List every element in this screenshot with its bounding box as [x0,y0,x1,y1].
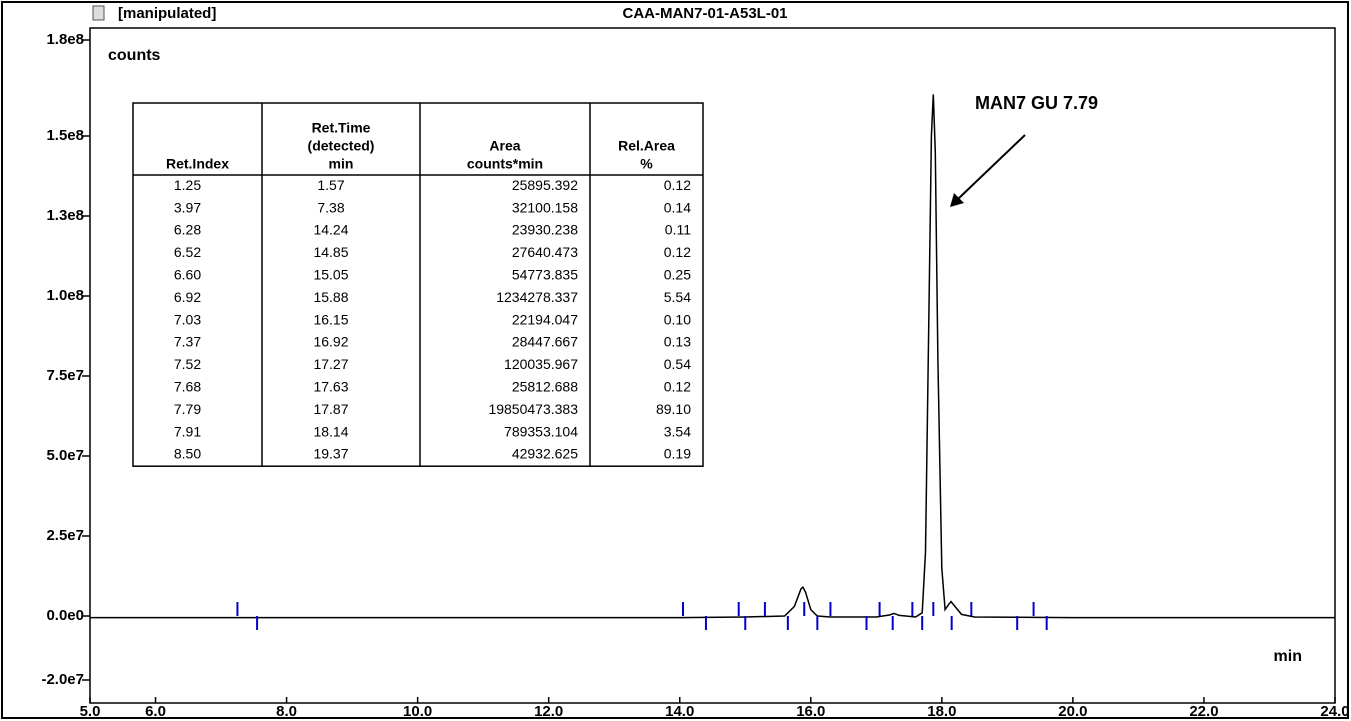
table-cell: 15.88 [313,289,348,305]
annotation: MAN7 GU 7.79 [975,93,1098,113]
x-tick-label: 20.0 [1058,703,1087,720]
table-cell: 18.14 [313,423,348,439]
table-frame [132,102,704,467]
table-cell: 22194.047 [512,311,578,327]
y-tick-label: 1.3e8 [46,207,84,224]
table-cell: 42932.625 [512,446,578,462]
table-cell: 0.54 [664,356,691,372]
table-cell: 25895.392 [512,177,578,193]
table-header: (detected) [308,138,375,154]
table-cell: 0.19 [664,446,691,462]
table-cell: 6.92 [174,289,201,305]
y-tick-label: 5.0e7 [46,447,84,464]
table-header: Area [489,138,520,154]
table-cell: 16.92 [313,334,348,350]
table-cell: 89.10 [656,401,691,417]
table-cell: 1.57 [317,177,344,193]
table-cell: 16.15 [313,311,348,327]
y-tick-label: 2.5e7 [46,527,84,544]
chromatogram-line [90,94,1335,619]
header-icon [92,5,105,21]
table-cell: 17.63 [313,379,348,395]
table-cell: 0.10 [664,311,691,327]
table-header: Rel.Area [618,138,675,154]
x-tick-label: 5.0 [80,703,101,720]
table-cell: 5.54 [664,289,691,305]
x-tick-label: 10.0 [403,703,432,720]
x-tick-label: 14.0 [665,703,694,720]
table-cell: 8.50 [174,446,201,462]
table-cell: 1.25 [174,177,201,193]
table-cell: 28447.667 [512,334,578,350]
table-header: % [640,156,653,172]
table-cell: 7.79 [174,401,201,417]
x-tick-label: 24.0 [1320,703,1349,720]
arrow-line [957,134,1026,200]
table-cell: 14.85 [313,244,348,260]
table-cell: 0.12 [664,379,691,395]
header: [manipulated] [118,5,216,22]
table-cell: 3.54 [664,423,691,439]
table-cell: 32100.158 [512,199,578,215]
y-tick-label: 7.5e7 [46,367,84,384]
table-cell: 7.91 [174,423,201,439]
table-header: counts*min [467,156,543,172]
table-cell: 17.27 [313,356,348,372]
table-cell: 19850473.383 [488,401,578,417]
table-cell: 17.87 [313,401,348,417]
table-cell: 25812.688 [512,379,578,395]
arrow-head [950,193,964,207]
table-cell: 23930.238 [512,222,578,238]
table-cell: 0.14 [664,199,691,215]
y-tick-label: 1.0e8 [46,287,84,304]
chart-title: CAA-MAN7-01-A53L-01 [622,5,787,22]
table-cell: 7.03 [174,311,201,327]
table-cell: 120035.967 [504,356,578,372]
table-cell: 15.05 [313,267,348,283]
table-cell: 6.28 [174,222,201,238]
table-header: Ret.Index [166,156,229,172]
table-cell: 1234278.337 [496,289,578,305]
x-tick-label: 16.0 [796,703,825,720]
y-tick-label: 0.0e0 [46,607,84,624]
y-tick-label: 1.5e8 [46,127,84,144]
x-tick-label: 8.0 [276,703,297,720]
y-tick-label: -2.0e7 [41,671,84,688]
table-cell: 6.52 [174,244,201,260]
table-cell: 0.11 [665,222,691,238]
table-cell: 7.37 [174,334,201,350]
table-header: Ret.Time [312,120,371,136]
x-tick-label: 18.0 [927,703,956,720]
x-tick-label: 6.0 [145,703,166,720]
table-header: min [329,156,354,172]
table-cell: 7.68 [174,379,201,395]
x-tick-label: 22.0 [1189,703,1218,720]
x-tick-label: 12.0 [534,703,563,720]
table-cell: 0.13 [664,334,691,350]
table-cell: 7.52 [174,356,201,372]
table-cell: 6.60 [174,267,201,283]
table-cell: 0.12 [664,244,691,260]
table-cell: 54773.835 [512,267,578,283]
y-tick-label: 1.8e8 [46,31,84,48]
table-cell: 7.38 [317,199,344,215]
table-cell: 0.25 [664,267,691,283]
table-cell: 14.24 [313,222,348,238]
table-cell: 19.37 [313,446,348,462]
x-axis-label: min [1274,648,1302,665]
y-axis-label: counts [108,47,161,64]
table-cell: 3.97 [174,199,201,215]
table-cell: 27640.473 [512,244,578,260]
table-cell: 789353.104 [504,423,578,439]
plot-frame [89,27,1336,704]
table-cell: 0.12 [664,177,691,193]
